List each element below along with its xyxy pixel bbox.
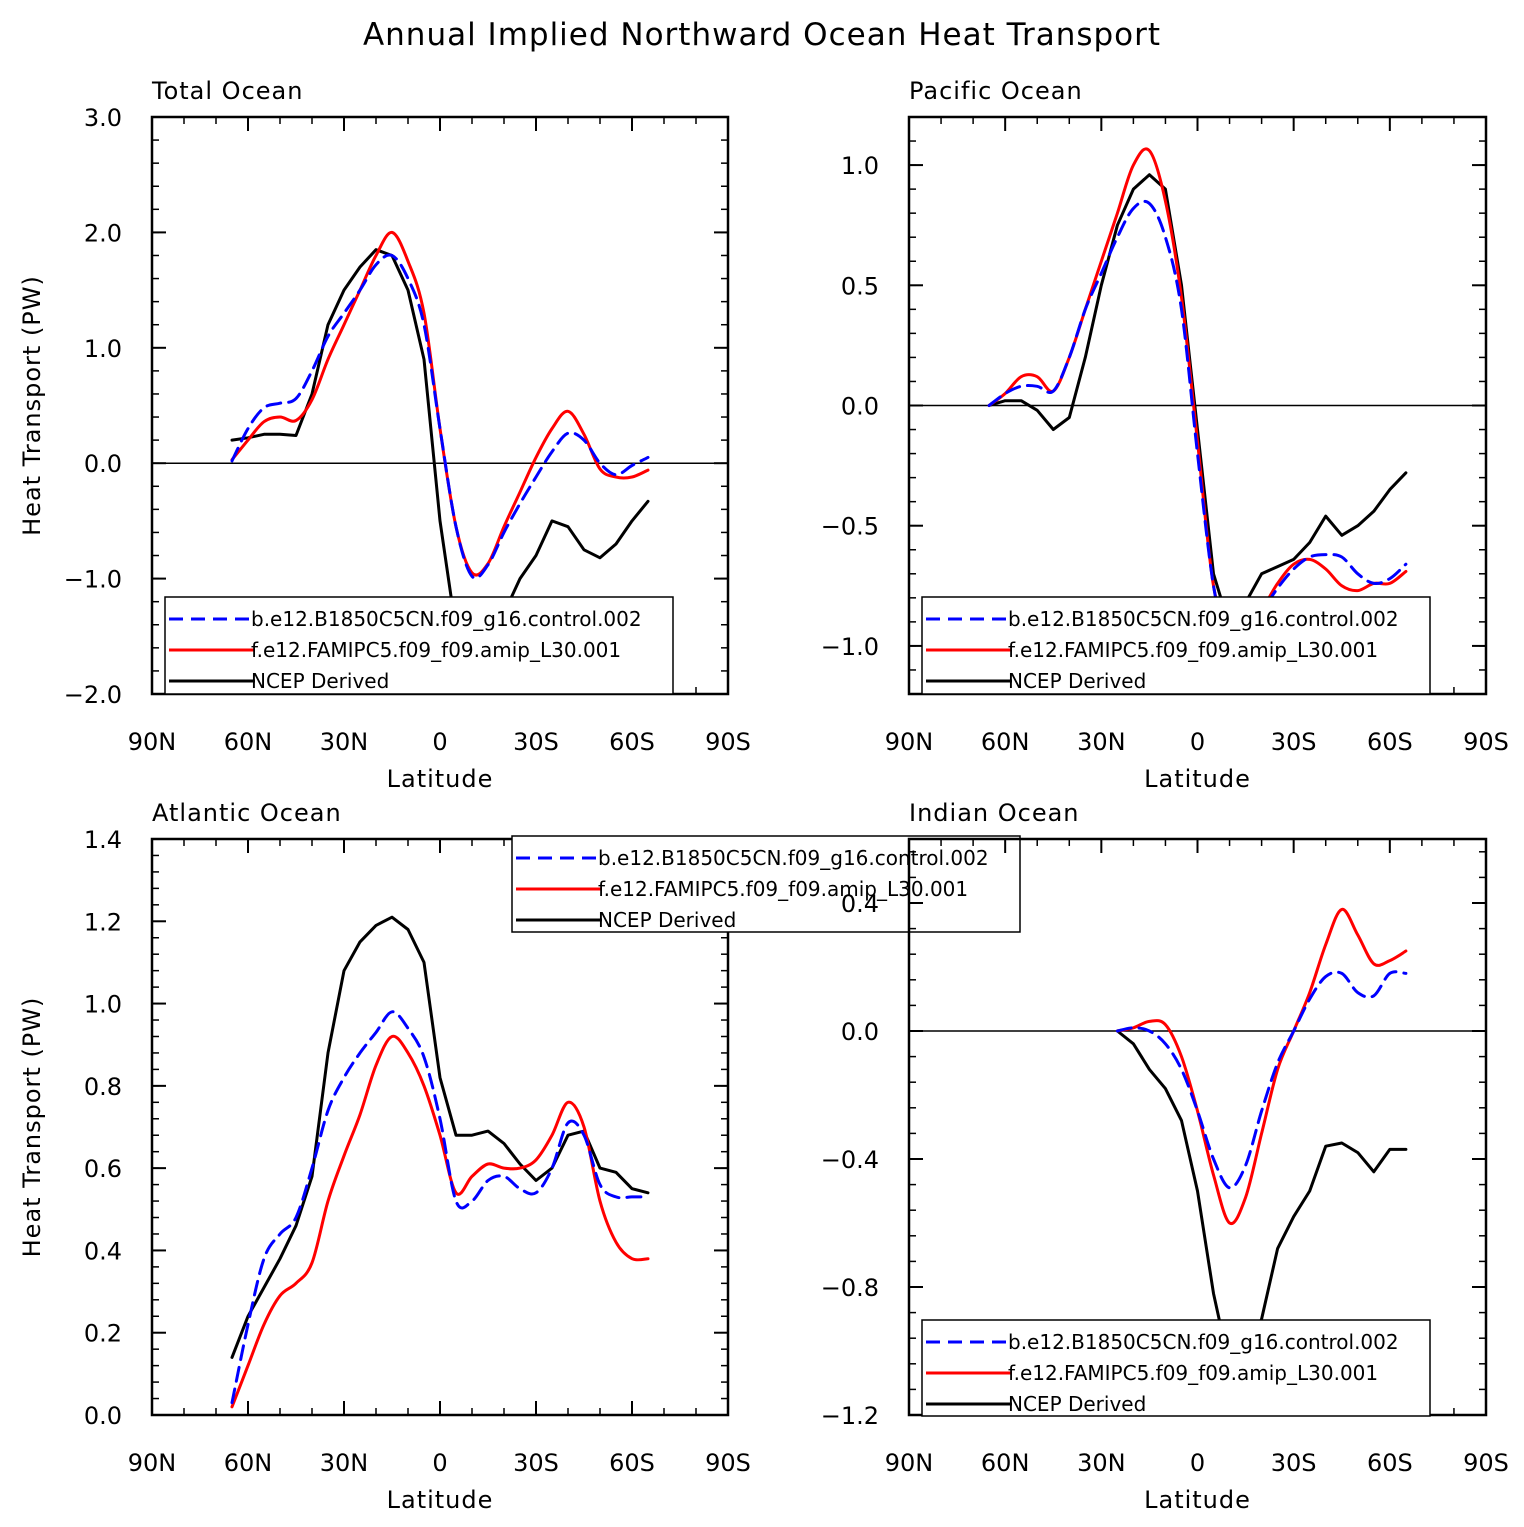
legend-label: f.e12.FAMIPC5.f09_f09.amip_L30.001	[251, 638, 621, 662]
y-tick-label: 1.0	[84, 335, 122, 363]
legend-label: NCEP Derived	[1008, 669, 1146, 693]
x-tick-label: 60S	[1367, 1449, 1413, 1477]
y-tick-label: 0.0	[84, 1402, 122, 1430]
x-tick-label: 30N	[320, 728, 369, 756]
y-tick-label: 1.0	[84, 991, 122, 1019]
y-tick-label: −1.2	[821, 1402, 879, 1430]
x-tick-label: 30S	[1271, 728, 1317, 756]
x-tick-label: 90S	[1463, 728, 1509, 756]
x-tick-label: 30N	[1077, 1449, 1126, 1477]
x-tick-label: 60N	[224, 728, 273, 756]
legend: b.e12.B1850C5CN.f09_g16.control.002 f.e12…	[921, 596, 1431, 695]
panel-title: Atlantic Ocean	[152, 799, 342, 827]
x-tick-label: 0	[432, 1449, 447, 1477]
legend-label: b.e12.B1850C5CN.f09_g16.control.002	[598, 846, 989, 870]
y-tick-label: 0.0	[841, 1018, 879, 1046]
y-tick-label: −0.8	[821, 1274, 879, 1302]
x-tick-label: 90S	[705, 1449, 751, 1477]
series-line-ncep-derived	[230, 915, 650, 1359]
y-tick-label: −1.0	[64, 566, 122, 594]
legend-label: NCEP Derived	[598, 908, 736, 932]
legend-label: b.e12.B1850C5CN.f09_g16.control.002	[1008, 1330, 1399, 1354]
legend-label: b.e12.B1850C5CN.f09_g16.control.002	[1008, 607, 1399, 631]
x-axis-label: Latitude	[1144, 765, 1251, 793]
y-axis-label: Heat Transport (PW)	[18, 997, 46, 1258]
y-tick-label: 0.6	[84, 1155, 122, 1183]
series-line-b-e12-b1850c5cn-f09-g16-control-002	[1115, 970, 1408, 1190]
panel-pacific-ocean: Pacific Ocean 90N 60N 30N 0 30S 60S 90S −1.0 −0.5…	[821, 77, 1509, 793]
y-tick-label: −0.5	[821, 513, 879, 541]
x-tick-label: 30N	[320, 1449, 369, 1477]
series-line-b-e12-b1850c5cn-f09-g16-control-002	[230, 1010, 650, 1405]
panel-title: Pacific Ocean	[909, 77, 1083, 105]
x-tick-label: 60S	[609, 1449, 655, 1477]
y-tick-label: 0.0	[841, 393, 879, 421]
x-tick-label: 60N	[224, 1449, 273, 1477]
x-tick-label: 30N	[1077, 728, 1126, 756]
legend: b.e12.B1850C5CN.f09_g16.control.002 f.e12…	[511, 835, 1021, 933]
x-tick-label: 0	[432, 728, 447, 756]
series-line-ncep-derived	[1115, 1029, 1408, 1369]
x-tick-label: 90S	[1463, 1449, 1509, 1477]
panel-indian-ocean: Indian Ocean 90N 60N 30N 0 30S 60S 90S −1.2 −0.8 −…	[821, 799, 1509, 1514]
series-line-b-e12-b1850c5cn-f09-g16-control-002	[987, 199, 1408, 655]
x-tick-label: 90N	[128, 728, 177, 756]
legend-box	[921, 1319, 1431, 1417]
x-tick-label: 60S	[1367, 728, 1413, 756]
legend-label: NCEP Derived	[251, 669, 389, 693]
y-tick-label: 1.0	[841, 152, 879, 180]
x-tick-label: 90N	[885, 1449, 934, 1477]
y-tick-label: 1.2	[84, 908, 122, 936]
series-line-f-e12-famipc5-f09-f09-amip-l30-001	[230, 1034, 650, 1409]
x-tick-label: 0	[1190, 1449, 1205, 1477]
x-tick-label: 90N	[885, 728, 934, 756]
y-tick-label: 0.0	[84, 450, 122, 478]
x-tick-label: 30S	[513, 728, 559, 756]
legend-label: b.e12.B1850C5CN.f09_g16.control.002	[251, 607, 642, 631]
series-line-ncep-derived	[230, 248, 650, 656]
panel-title: Total Ocean	[151, 77, 303, 105]
y-tick-label: 3.0	[84, 104, 122, 132]
y-tick-label: −2.0	[64, 681, 122, 709]
legend-box	[511, 835, 1021, 933]
legend-label: NCEP Derived	[1008, 1392, 1146, 1416]
x-tick-label: 30S	[513, 1449, 559, 1477]
y-tick-label: −1.0	[821, 633, 879, 661]
y-tick-label: 0.5	[841, 272, 879, 300]
x-tick-label: 60S	[609, 728, 655, 756]
x-tick-label: 0	[1190, 728, 1205, 756]
y-tick-label: 0.4	[84, 1237, 122, 1265]
y-tick-label: 0.4	[841, 890, 879, 918]
panel-total-ocean: Total Ocean 90N 60N 30N 0 30S 60S 90S −2.0 −1.0 0.…	[18, 77, 751, 793]
legend: b.e12.B1850C5CN.f09_g16.control.002 f.e12…	[921, 1319, 1431, 1417]
y-tick-label: 0.8	[84, 1073, 122, 1101]
x-axis-label: Latitude	[387, 1486, 494, 1514]
x-axis-label: Latitude	[387, 765, 494, 793]
x-tick-label: 30S	[1271, 1449, 1317, 1477]
series-line-b-e12-b1850c5cn-f09-g16-control-002	[230, 253, 650, 580]
legend-box	[921, 596, 1431, 695]
legend-label: f.e12.FAMIPC5.f09_f09.amip_L30.001	[598, 877, 968, 901]
legend-label: f.e12.FAMIPC5.f09_f09.amip_L30.001	[1008, 638, 1378, 662]
legend: b.e12.B1850C5CN.f09_g16.control.002 f.e12…	[164, 596, 674, 695]
x-tick-label: 60N	[981, 728, 1030, 756]
x-tick-label: 60N	[981, 1449, 1030, 1477]
x-tick-label: 90N	[128, 1449, 177, 1477]
y-tick-label: 1.4	[84, 826, 122, 854]
series-line-f-e12-famipc5-f09-f09-amip-l30-001	[1115, 907, 1408, 1226]
y-tick-label: −0.4	[821, 1146, 879, 1174]
panel-title: Indian Ocean	[909, 799, 1080, 827]
x-tick-label: 90S	[705, 728, 751, 756]
legend-label: f.e12.FAMIPC5.f09_f09.amip_L30.001	[1008, 1361, 1378, 1385]
y-tick-label: 2.0	[84, 219, 122, 247]
x-axis-label: Latitude	[1144, 1486, 1251, 1514]
figure-title: Annual Implied Northward Ocean Heat Tran…	[363, 17, 1161, 53]
y-axis-label: Heat Transport (PW)	[18, 275, 46, 536]
legend-box	[164, 596, 674, 695]
panel-atlantic-ocean: Atlantic Ocean 90N 60N 30N 0 30S 60S 90S 0.0 0.2 0…	[18, 799, 1021, 1514]
y-tick-label: 0.2	[84, 1320, 122, 1348]
